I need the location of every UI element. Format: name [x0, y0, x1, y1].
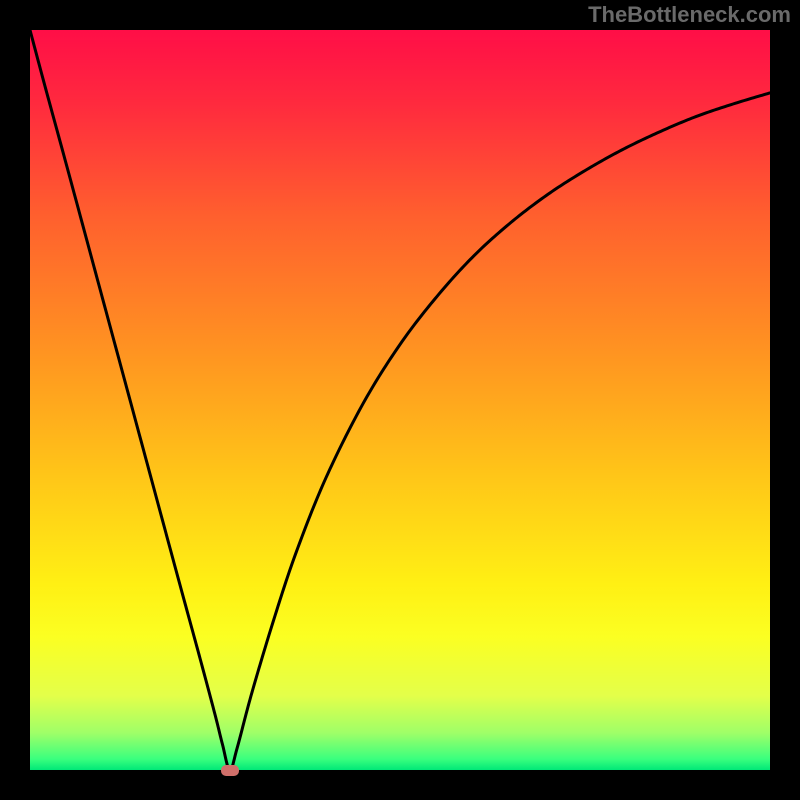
chart-container: TheBottleneck.com [0, 0, 800, 800]
plot-area [30, 30, 770, 770]
watermark-text: TheBottleneck.com [588, 2, 791, 28]
minimum-marker [221, 765, 239, 776]
curve-svg [30, 30, 770, 770]
